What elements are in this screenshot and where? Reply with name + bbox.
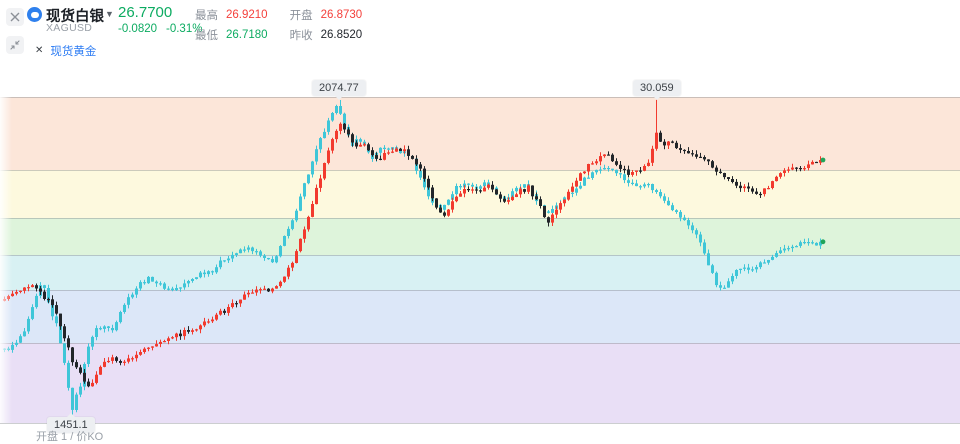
instrument-name[interactable]: 现货白银 bbox=[46, 9, 104, 25]
change-percent: -0.31% bbox=[166, 23, 203, 35]
stat-open-value: 26.8730 bbox=[320, 9, 363, 21]
stat-high-label: 最高 bbox=[195, 10, 218, 22]
close-button[interactable] bbox=[6, 8, 24, 26]
price-change: -0.0820 -0.31% bbox=[118, 23, 202, 35]
instrument-avatar-icon bbox=[27, 7, 42, 22]
remove-compare-icon[interactable]: ✕ bbox=[35, 45, 44, 56]
chevron-down-icon[interactable]: ▼ bbox=[105, 9, 114, 19]
last-price-marker bbox=[820, 157, 826, 163]
silver-high-label: 30.059 bbox=[633, 80, 681, 100]
stat-open-label: 开盘 bbox=[289, 10, 313, 22]
stat-low-label: 最低 bbox=[195, 30, 218, 42]
stat-low-value: 26.7180 bbox=[226, 29, 268, 41]
change-absolute: -0.0820 bbox=[118, 23, 158, 35]
close-icon bbox=[10, 12, 20, 22]
compare-symbol-link[interactable]: 现货黄金 bbox=[50, 46, 97, 58]
stat-prevclose-label: 昨收 bbox=[289, 30, 313, 42]
last-price: 26.7700 bbox=[118, 4, 173, 21]
collapse-button[interactable] bbox=[6, 36, 24, 54]
stat-high-value: 26.9210 bbox=[226, 9, 268, 21]
stat-prevclose-value: 26.8520 bbox=[320, 29, 363, 41]
compare-row: ✕ 现货黄金 bbox=[35, 43, 96, 59]
gold-high-label: 2074.77 bbox=[312, 80, 366, 100]
collapse-icon bbox=[10, 40, 20, 50]
gold-low-label: 1451.1 bbox=[47, 413, 95, 433]
footer-cut-text: 开盘 1 / 价KO bbox=[36, 431, 104, 443]
last-price-marker bbox=[820, 239, 826, 245]
ohlc-stats: 最高 26.9210 开盘 26.8730 最低 26.7180 昨收 26.8… bbox=[195, 7, 362, 43]
instrument-code: XAGUSD bbox=[46, 22, 93, 34]
